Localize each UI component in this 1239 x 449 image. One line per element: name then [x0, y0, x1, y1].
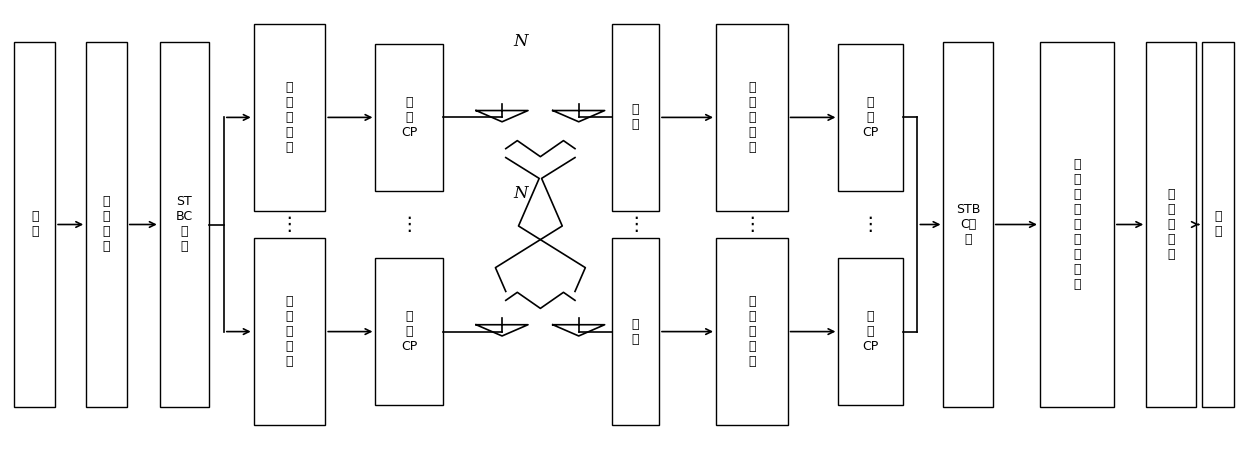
- Bar: [15, 42, 56, 407]
- Bar: [375, 44, 444, 191]
- Bar: [254, 238, 326, 425]
- Bar: [716, 24, 788, 211]
- Bar: [160, 42, 209, 407]
- Bar: [1202, 42, 1234, 407]
- Text: ⋮: ⋮: [400, 215, 419, 234]
- Bar: [716, 238, 788, 425]
- Bar: [839, 44, 902, 191]
- Text: ⋮: ⋮: [626, 215, 646, 234]
- Text: 同
步: 同 步: [632, 103, 639, 132]
- Bar: [943, 42, 992, 407]
- Text: 解
星
座
映
射: 解 星 座 映 射: [1167, 188, 1175, 261]
- Bar: [254, 24, 326, 211]
- Text: STB
C译
码: STB C译 码: [957, 203, 980, 246]
- Text: 去
训
练
序
列: 去 训 练 序 列: [748, 81, 756, 154]
- Text: 信
宿: 信 宿: [1214, 211, 1222, 238]
- Text: 加
训
练
序
列: 加 训 练 序 列: [286, 295, 294, 368]
- Text: ⋮: ⋮: [742, 215, 762, 234]
- Text: 同
步: 同 步: [632, 317, 639, 346]
- Text: ST
BC
编
码: ST BC 编 码: [176, 195, 193, 254]
- Bar: [375, 258, 444, 405]
- Text: 添
加
CP: 添 加 CP: [401, 310, 418, 353]
- Text: ⋮: ⋮: [861, 215, 880, 234]
- Bar: [839, 258, 902, 405]
- Bar: [1040, 42, 1114, 407]
- Text: 加
训
练
序
列: 加 训 练 序 列: [286, 81, 294, 154]
- Text: N: N: [513, 185, 528, 202]
- Bar: [612, 24, 659, 211]
- Text: 信
源: 信 源: [31, 211, 38, 238]
- Text: 星
座
映
射: 星 座 映 射: [103, 195, 110, 254]
- Text: 多
发
多
收
单
载
波
均
衡: 多 发 多 收 单 载 波 均 衡: [1073, 158, 1080, 291]
- Text: 添
加
CP: 添 加 CP: [401, 96, 418, 139]
- Text: ⋮: ⋮: [280, 215, 299, 234]
- Text: N: N: [513, 33, 528, 50]
- Bar: [1146, 42, 1196, 407]
- Text: 移
除
CP: 移 除 CP: [862, 96, 878, 139]
- Text: 移
除
CP: 移 除 CP: [862, 310, 878, 353]
- Bar: [85, 42, 126, 407]
- Text: 去
训
练
序
列: 去 训 练 序 列: [748, 295, 756, 368]
- Bar: [612, 238, 659, 425]
